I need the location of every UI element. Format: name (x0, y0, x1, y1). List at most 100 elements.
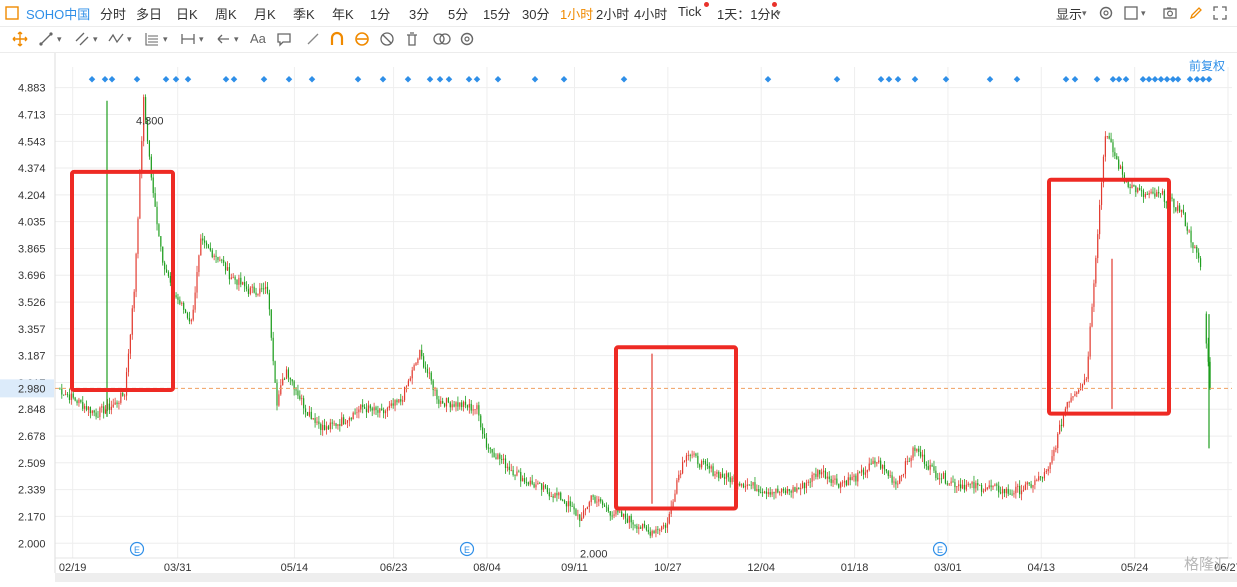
candle-body (65, 393, 67, 395)
candle-body (927, 466, 929, 470)
fullscreen-icon[interactable] (1212, 5, 1228, 21)
period-4[interactable]: 月K (254, 7, 276, 22)
period-6[interactable]: 年K (332, 7, 354, 22)
candle-body (144, 97, 147, 120)
candle-body (324, 424, 326, 430)
note-icon[interactable] (276, 31, 292, 47)
x-tick-label: 04/13 (1028, 562, 1056, 574)
candle-body (708, 465, 710, 469)
candle-body (215, 255, 217, 257)
candle-body (264, 286, 267, 289)
period-5[interactable]: 季K (293, 7, 315, 22)
chevron-down-icon[interactable]: ▾ (93, 34, 98, 44)
dividend-marker (473, 76, 481, 83)
period-3[interactable]: 周K (215, 7, 237, 22)
chevron-down-icon[interactable]: ▾ (163, 34, 168, 44)
candle-body (904, 461, 907, 474)
candle-body (784, 490, 787, 494)
display-button[interactable]: 显示 (1056, 7, 1083, 22)
eraser-icon[interactable] (305, 31, 321, 47)
candle-body (798, 487, 800, 490)
channel-icon[interactable] (74, 31, 90, 47)
period-1[interactable]: 多日 (136, 7, 163, 22)
lock-icon[interactable] (354, 31, 370, 47)
candle-body (899, 476, 901, 484)
candle-body (739, 483, 741, 486)
candle-body (188, 317, 190, 322)
chevron-down-icon[interactable]: ▾ (127, 34, 132, 44)
candle-body (760, 492, 762, 494)
candle-body (74, 397, 76, 401)
period-8[interactable]: 3分 (409, 7, 430, 22)
period-0[interactable]: 分时 (100, 7, 127, 22)
magnet-icon[interactable] (329, 31, 345, 47)
move-icon[interactable] (12, 31, 28, 47)
chevron-down-icon[interactable]: ▾ (234, 34, 239, 44)
candle-body (992, 485, 994, 488)
period-12[interactable]: 1小时 (560, 7, 594, 22)
chevron-down-icon[interactable]: ▾ (776, 8, 781, 18)
period-11[interactable]: 30分 (522, 7, 550, 22)
layout-box-icon[interactable] (1123, 5, 1139, 21)
line-icon[interactable] (38, 31, 54, 47)
candle-body (223, 260, 225, 263)
y-tick-label: 4.204 (18, 190, 46, 202)
hide-icon[interactable] (379, 31, 395, 47)
candle-body (1171, 197, 1173, 199)
camera-icon[interactable] (1162, 5, 1178, 21)
candle-body (990, 485, 992, 488)
candle-body (803, 482, 806, 489)
candle-body (80, 399, 82, 403)
measure-icon[interactable] (180, 31, 196, 47)
link-icon[interactable] (432, 31, 452, 47)
settings-icon[interactable] (459, 31, 475, 47)
chevron-down-icon[interactable]: ▾ (57, 34, 62, 44)
period-14[interactable]: 4小时 (634, 7, 668, 22)
fibonacci-icon[interactable] (144, 31, 160, 47)
text-tool[interactable]: Aa (250, 31, 266, 46)
period-10[interactable]: 15分 (483, 7, 511, 22)
chevron-down-icon[interactable]: ▾ (199, 34, 204, 44)
wave-icon[interactable] (108, 31, 124, 47)
trash-icon[interactable] (404, 31, 420, 47)
multi-chart-selector[interactable]: 1天：1分K (717, 7, 780, 22)
candlestick-chart-svg[interactable]: 4.883 4.713 4.543 4.374 4.204 4.035 3.865 3.696… (0, 53, 1237, 582)
candle-body (666, 523, 668, 528)
symbol-name[interactable]: SOHO中国 (26, 7, 91, 22)
candle-body (327, 426, 330, 430)
pencil-icon[interactable] (1188, 5, 1204, 21)
highlight-box (1047, 177, 1171, 416)
candle-body (455, 402, 457, 407)
candle-body (276, 382, 278, 406)
candle-body (518, 471, 520, 473)
candle-body (769, 492, 771, 495)
gear-icon[interactable] (1098, 5, 1114, 21)
candle-body (230, 277, 232, 280)
period-9[interactable]: 5分 (448, 7, 469, 22)
chevron-down-icon[interactable]: ▾ (1082, 8, 1087, 18)
symbol-box-icon[interactable] (4, 5, 20, 21)
candle-body (931, 465, 933, 467)
period-7[interactable]: 1分 (370, 7, 391, 22)
period-13[interactable]: 2小时 (596, 7, 630, 22)
event-marker-label: E (464, 545, 470, 555)
candle-body (581, 517, 583, 521)
candle-body (847, 477, 849, 486)
dividend-marker (1109, 76, 1117, 83)
arrow-icon[interactable] (215, 31, 231, 47)
candle-body (523, 478, 526, 483)
x-tick-label: 12/04 (747, 562, 775, 574)
candle-body (819, 470, 821, 475)
candle-body (358, 409, 360, 413)
period-15[interactable]: Tick (678, 4, 702, 19)
candle-body (1045, 471, 1047, 473)
candle-body (1062, 415, 1065, 427)
candle-body (811, 474, 813, 482)
y-tick-label: 3.865 (18, 243, 46, 255)
chevron-down-icon[interactable]: ▾ (1141, 8, 1146, 18)
period-2[interactable]: 日K (176, 7, 198, 22)
adjust-mode-button[interactable]: 前复权 (1188, 59, 1225, 73)
dividend-marker (1157, 76, 1165, 83)
min-price-label: 2.000 (580, 548, 608, 560)
candle-body (750, 484, 752, 486)
